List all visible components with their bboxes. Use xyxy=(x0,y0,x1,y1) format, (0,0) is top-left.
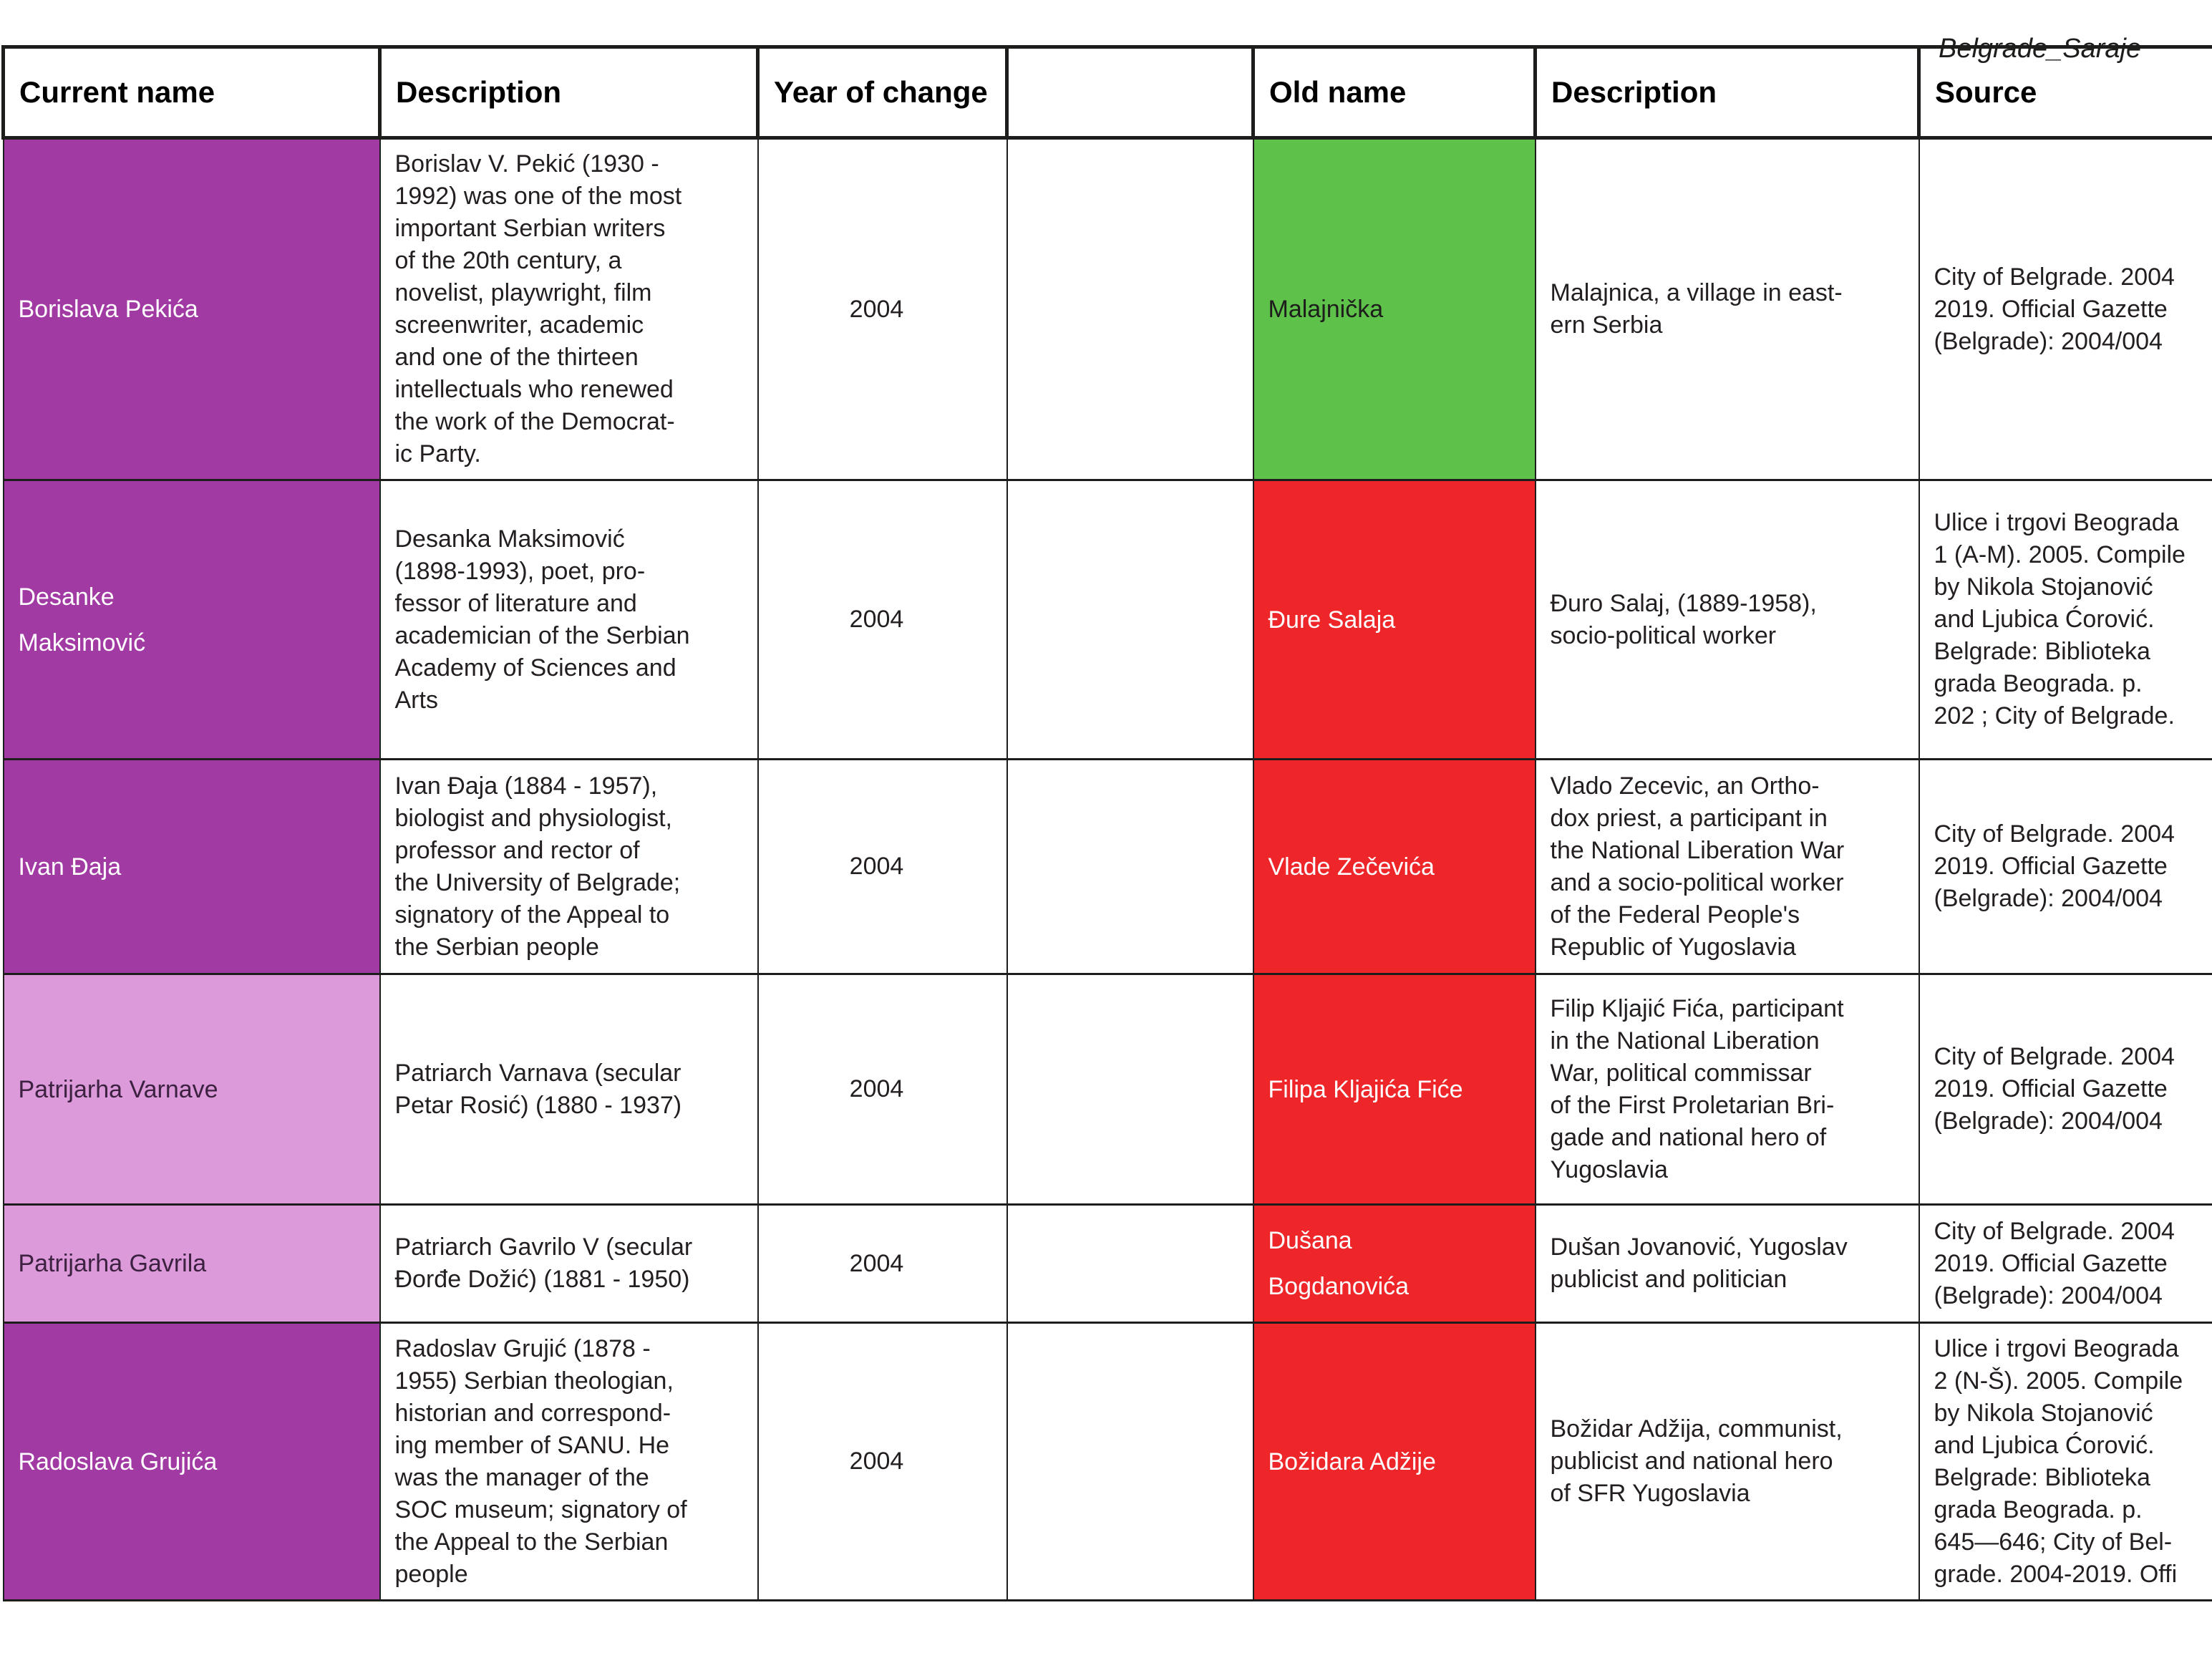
source-cell: City of Belgrade. 2004 2019. Official Ga… xyxy=(1919,760,2212,974)
spacer-cell xyxy=(1007,760,1253,974)
old-description-cell: Dušan Jovanović, Yugoslav publicist and … xyxy=(1536,1205,1919,1323)
description-cell: Patriarch Gavrilo V (secular Đorđe Dožić… xyxy=(380,1205,758,1323)
table-row: Desanke Maksimović Desanka Maksimović (1… xyxy=(4,480,2212,760)
old-description-cell: Vlado Zecevic, an Ortho- dox priest, a p… xyxy=(1536,760,1919,974)
old-name-cell: Božidara Adžije xyxy=(1253,1323,1536,1601)
year-cell: 2004 xyxy=(758,1323,1007,1601)
old-description-cell: Malajnica, a village in east- ern Serbia xyxy=(1536,138,1919,480)
header-old-name: Old name xyxy=(1253,47,1536,138)
current-name-cell: Desanke Maksimović xyxy=(4,480,380,760)
source-cell: City of Belgrade. 2004 2019. Official Ga… xyxy=(1919,1205,2212,1323)
header-description: Description xyxy=(380,47,758,138)
description-cell: Borislav V. Pekić (1930 - 1992) was one … xyxy=(380,138,758,480)
old-description-cell: Đuro Salaj, (1889-1958), socio-political… xyxy=(1536,480,1919,760)
table-row: Ivan Đaja Ivan Đaja (1884 - 1957), biolo… xyxy=(4,760,2212,974)
spacer-cell xyxy=(1007,138,1253,480)
current-name-cell: Patrijarha Gavrila xyxy=(4,1205,380,1323)
header-year-of-change: Year of change xyxy=(758,47,1007,138)
source-cell: Ulice i trgovi Beograda 2 (N-Š). 2005. C… xyxy=(1919,1323,2212,1601)
description-cell: Desanka Maksimović (1898-1993), poet, pr… xyxy=(380,480,758,760)
header-row: Current name Description Year of change … xyxy=(4,47,2212,138)
year-cell: 2004 xyxy=(758,1205,1007,1323)
description-cell: Ivan Đaja (1884 - 1957), biologist and p… xyxy=(380,760,758,974)
table-row: Radoslava Grujića Radoslav Grujić (1878 … xyxy=(4,1323,2212,1601)
table-row: Borislava Pekića Borislav V. Pekić (1930… xyxy=(4,138,2212,480)
old-name-cell: Đure Salaja xyxy=(1253,480,1536,760)
table-row: Patrijarha Varnave Patriarch Varnava (se… xyxy=(4,974,2212,1205)
year-cell: 2004 xyxy=(758,974,1007,1205)
current-name-cell: Radoslava Grujića xyxy=(4,1323,380,1601)
old-description-cell: Filip Kljajić Fića, participant in the N… xyxy=(1536,974,1919,1205)
current-name-cell: Ivan Đaja xyxy=(4,760,380,974)
description-cell: Radoslav Grujić (1878 - 1955) Serbian th… xyxy=(380,1323,758,1601)
spacer-cell xyxy=(1007,1205,1253,1323)
spacer-cell xyxy=(1007,974,1253,1205)
source-cell: City of Belgrade. 2004 2019. Official Ga… xyxy=(1919,138,2212,480)
current-name-cell: Borislava Pekića xyxy=(4,138,380,480)
header-current-name: Current name xyxy=(4,47,380,138)
table-row: Patrijarha Gavrila Patriarch Gavrilo V (… xyxy=(4,1205,2212,1323)
source-cell: City of Belgrade. 2004 2019. Official Ga… xyxy=(1919,974,2212,1205)
street-renaming-table: Current name Description Year of change … xyxy=(1,45,2212,1601)
old-name-cell: Dušana Bogdanovića xyxy=(1253,1205,1536,1323)
current-name-cell: Patrijarha Varnave xyxy=(4,974,380,1205)
old-name-cell: Vlade Zečevića xyxy=(1253,760,1536,974)
description-cell: Patriarch Varnava (secular Petar Rosić) … xyxy=(380,974,758,1205)
header-spacer xyxy=(1007,47,1253,138)
old-description-cell: Božidar Adžija, communist, publicist and… xyxy=(1536,1323,1919,1601)
year-cell: 2004 xyxy=(758,480,1007,760)
source-cell: Ulice i trgovi Beograda 1 (A-M). 2005. C… xyxy=(1919,480,2212,760)
year-cell: 2004 xyxy=(758,138,1007,480)
header-old-description: Description xyxy=(1536,47,1919,138)
spacer-cell xyxy=(1007,480,1253,760)
spacer-cell xyxy=(1007,1323,1253,1601)
old-name-cell: Malajnička xyxy=(1253,138,1536,480)
year-cell: 2004 xyxy=(758,760,1007,974)
old-name-cell: Filipa Kljajića Fiće xyxy=(1253,974,1536,1205)
page-label: Belgrade_Saraje xyxy=(1939,34,2141,64)
